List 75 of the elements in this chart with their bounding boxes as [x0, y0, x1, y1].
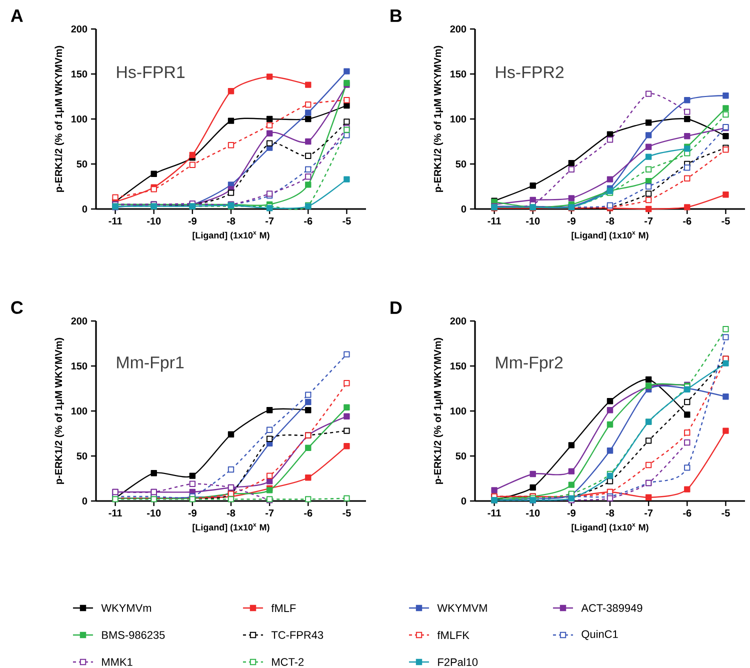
x-tick-label: -9 — [188, 510, 196, 517]
x-tick-label: -5 — [722, 510, 730, 516]
y-tick-label: 50 — [76, 160, 88, 168]
legend-label: WKYMVM — [437, 604, 487, 612]
x-tick-label: -6 — [683, 218, 692, 225]
x-tick-label: -8 — [606, 510, 614, 517]
y-tick-label: 150 — [71, 70, 88, 78]
text: Mm-Fpr1 — [117, 356, 184, 372]
x-tick-label: -10 — [526, 510, 540, 517]
y-tick-label: 200 — [71, 317, 88, 325]
x-tick-label: -7 — [644, 218, 653, 224]
x-tick-label: -5 — [342, 510, 351, 516]
x-tick-label: -8 — [226, 218, 236, 225]
chart-title: C — [11, 301, 23, 314]
chart-title: D — [390, 302, 402, 314]
y-tick-label: 200 — [71, 25, 88, 33]
y-axis-title: p-ERK1/2 (% of 1μM WKYMVm) — [434, 338, 444, 484]
x-tick-label: -9 — [188, 218, 196, 225]
y-axis-title: p-ERK1/2 (% of 1μM WKYMVm) — [54, 46, 64, 192]
x-tick-label: -10 — [526, 218, 540, 225]
x-tick-label: -10 — [147, 510, 161, 517]
x-tick-label: -8 — [606, 218, 614, 225]
x-tick-label: -5 — [342, 218, 351, 224]
y-tick-label: 100 — [71, 115, 88, 123]
legend-label: F2Pal10 — [438, 658, 478, 666]
x-tick-label: -6 — [683, 510, 692, 517]
x-tick-label: -7 — [266, 510, 274, 516]
y-tick-label: 0 — [82, 497, 88, 505]
x-axis-title: [Ligand] (1x10$^{x}$ M) — [192, 231, 270, 240]
y-tick-label: 0 — [82, 205, 88, 213]
y-tick-label: 200 — [450, 25, 466, 33]
legend-label: MCT-2 — [272, 658, 304, 666]
x-axis-title: [Ligand] (1x10$^{x}$ M) — [572, 523, 648, 532]
x-axis-title: [Ligand] (1x10$^{x}$ M) — [572, 231, 648, 240]
y-tick-label: 100 — [450, 115, 466, 123]
x-axis-title: [Ligand] (1x10$^{x}$ M) — [192, 523, 270, 532]
y-tick-label: 50 — [456, 452, 466, 460]
y-tick-label: 150 — [71, 362, 88, 370]
x-tick-label: -9 — [567, 510, 576, 517]
chart-title: B — [390, 10, 402, 22]
y-tick-label: 100 — [71, 407, 88, 415]
legend-label: fMLFK — [437, 631, 470, 639]
legend-label: WKYMVm — [101, 604, 152, 612]
x-tick-label: -8 — [226, 510, 236, 517]
legend-label: ACT-389949 — [581, 604, 642, 612]
text: Hs-FPR1 — [117, 66, 185, 78]
x-tick-label: -6 — [304, 218, 312, 225]
legend-label: BMS-986235 — [102, 631, 165, 639]
y-tick-label: 150 — [450, 362, 466, 370]
y-axis-title: p-ERK1/2 (% of 1μM WKYMVm) — [434, 46, 444, 192]
legend-label: TC-FPR43 — [271, 631, 324, 639]
y-tick-label: 0 — [461, 497, 466, 505]
x-tick-label: -11 — [108, 218, 122, 224]
chart-title: A — [10, 10, 23, 22]
legend-label: MMK1 — [102, 658, 132, 666]
text: Mm-Fpr2 — [496, 356, 563, 372]
y-tick-label: 150 — [450, 70, 466, 78]
x-tick-label: -6 — [304, 510, 312, 517]
x-tick-label: -7 — [644, 510, 653, 516]
text: Hs-FPR2 — [496, 66, 564, 78]
x-tick-label: -11 — [488, 218, 501, 224]
y-tick-label: 0 — [461, 205, 466, 213]
x-tick-label: -5 — [722, 218, 730, 224]
y-tick-label: 100 — [450, 407, 466, 415]
legend-label: QuinC1 — [582, 630, 618, 640]
y-tick-label: 200 — [450, 317, 466, 325]
y-tick-label: 50 — [76, 452, 88, 460]
y-axis-title: p-ERK1/2 (% of 1μM WKYMVm) — [54, 338, 64, 484]
y-tick-label: 50 — [456, 160, 466, 168]
legend-label: fMLF — [271, 604, 296, 612]
x-tick-label: -10 — [147, 218, 161, 225]
x-tick-label: -11 — [108, 510, 122, 516]
x-tick-label: -9 — [567, 218, 576, 225]
x-tick-label: -11 — [488, 510, 501, 516]
x-tick-label: -7 — [266, 218, 274, 224]
